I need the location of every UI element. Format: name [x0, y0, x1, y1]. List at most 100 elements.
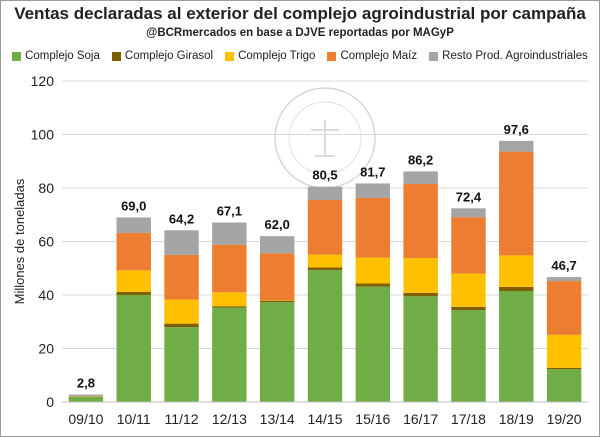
legend-swatch [12, 51, 22, 61]
x-tick-label: 12/13 [212, 411, 247, 427]
legend-label: Complejo Girasol [124, 50, 214, 62]
y-tick-label: 0 [46, 394, 54, 410]
total-label: 62,0 [265, 217, 290, 232]
legend-item: Complejo Trigo [225, 50, 315, 62]
x-tick-label: 15/16 [355, 411, 390, 427]
bar-segment [403, 296, 438, 402]
total-label: 69,0 [121, 198, 146, 213]
bar-segment [499, 151, 534, 256]
bar-segment [307, 254, 343, 268]
bar-segment [164, 254, 199, 300]
bar-segment [499, 255, 534, 287]
bar-segment [403, 258, 438, 293]
bar-segment [451, 208, 486, 218]
bar-segment [307, 267, 343, 271]
bar-segment [212, 306, 247, 308]
bar-segment [116, 232, 151, 271]
bar-segment [307, 270, 343, 402]
bar-segment [499, 140, 534, 152]
x-tick-label: 13/14 [260, 411, 295, 427]
bar-segment [499, 290, 534, 402]
x-tick-label: 10/11 [117, 411, 151, 427]
bar-segment [546, 281, 582, 335]
total-label: 67,1 [217, 204, 242, 219]
bar-segment [403, 171, 438, 184]
legend-item: Resto Prod. Agroindustriales [429, 50, 588, 62]
bar-segment [212, 307, 247, 402]
bar-segment [116, 295, 151, 402]
bar-segment [116, 291, 151, 295]
legend-item: Complejo Girasol [111, 50, 214, 62]
bar-segment [403, 183, 438, 259]
legend-swatch [111, 51, 121, 61]
legend-label: Complejo Maíz [340, 50, 418, 62]
bar-segment [546, 367, 582, 370]
bar-segment [116, 270, 151, 292]
legend-swatch [225, 51, 235, 61]
total-label: 81,7 [360, 164, 385, 179]
y-axis-label: Millones de toneladas [12, 178, 27, 304]
bar-segment [451, 273, 486, 307]
bar-segment [164, 323, 199, 328]
bar-segment [307, 186, 343, 201]
bar-segment [68, 394, 104, 397]
y-tick-label: 40 [38, 287, 54, 303]
bar-segment [164, 230, 199, 255]
watermark-seal-inner [288, 101, 362, 175]
total-label: 46,7 [551, 258, 576, 273]
total-label: 86,2 [408, 152, 433, 167]
bar-segment [164, 299, 199, 324]
total-label: 80,5 [312, 168, 337, 183]
total-label: 64,2 [169, 211, 194, 226]
bar-segment [212, 222, 247, 245]
chart-legend: Complejo Soja Complejo Girasol Complejo Tr… [0, 50, 600, 62]
bar-segment [355, 183, 391, 198]
x-tick-label: 17/18 [451, 411, 486, 427]
bar-segment [259, 302, 295, 402]
y-tick-label: 60 [38, 234, 54, 250]
legend-item: Complejo Soja [12, 50, 100, 62]
x-tick-label: 11/12 [165, 411, 199, 427]
bar-segment [259, 300, 295, 303]
bar-segment [355, 197, 391, 258]
bar-segment [355, 286, 391, 402]
x-tick-label: 14/15 [307, 411, 342, 427]
bar-segment [307, 200, 343, 255]
bar-segment [164, 327, 199, 402]
x-tick-label: 18/19 [499, 411, 534, 427]
bar-segment [355, 257, 391, 284]
bar-segment [499, 286, 534, 291]
bar-segment [546, 369, 582, 402]
bar-segment [403, 292, 438, 297]
bar-segment [68, 396, 104, 402]
x-tick-label: 19/20 [547, 411, 582, 427]
y-tick-label: 80 [38, 180, 54, 196]
legend-item: Complejo Maíz [327, 50, 417, 62]
watermark-scale-icon [311, 120, 339, 157]
bar-segment [212, 244, 247, 293]
legend-label: Resto Prod. Agroindustriales [442, 50, 588, 62]
legend-swatch [327, 51, 337, 61]
legend-label: Complejo Soja [25, 50, 100, 62]
chart-title: Ventas declaradas al exterior del comple… [14, 4, 586, 23]
bar-segment [212, 292, 247, 307]
bar-segment [259, 300, 295, 301]
bar-segment [259, 253, 295, 301]
bar-segment [546, 277, 582, 282]
bar-segment [451, 306, 486, 311]
bar-segment [355, 283, 391, 287]
x-tick-label: 09/10 [68, 411, 103, 427]
bar-segment [259, 236, 295, 254]
y-tick-label: 20 [38, 341, 54, 357]
legend-swatch [429, 51, 439, 61]
legend-label: Complejo Trigo [238, 50, 316, 62]
total-label: 2,8 [77, 376, 95, 391]
x-tick-label: 16/17 [403, 411, 438, 427]
bar-segment [546, 334, 582, 368]
chart-subtitle: @BCRmercados en base a DJVE reportadas p… [146, 27, 454, 39]
bar-segment [116, 217, 151, 233]
total-label: 72,4 [456, 189, 482, 204]
bar-segment [451, 217, 486, 274]
y-tick-label: 120 [31, 73, 55, 89]
